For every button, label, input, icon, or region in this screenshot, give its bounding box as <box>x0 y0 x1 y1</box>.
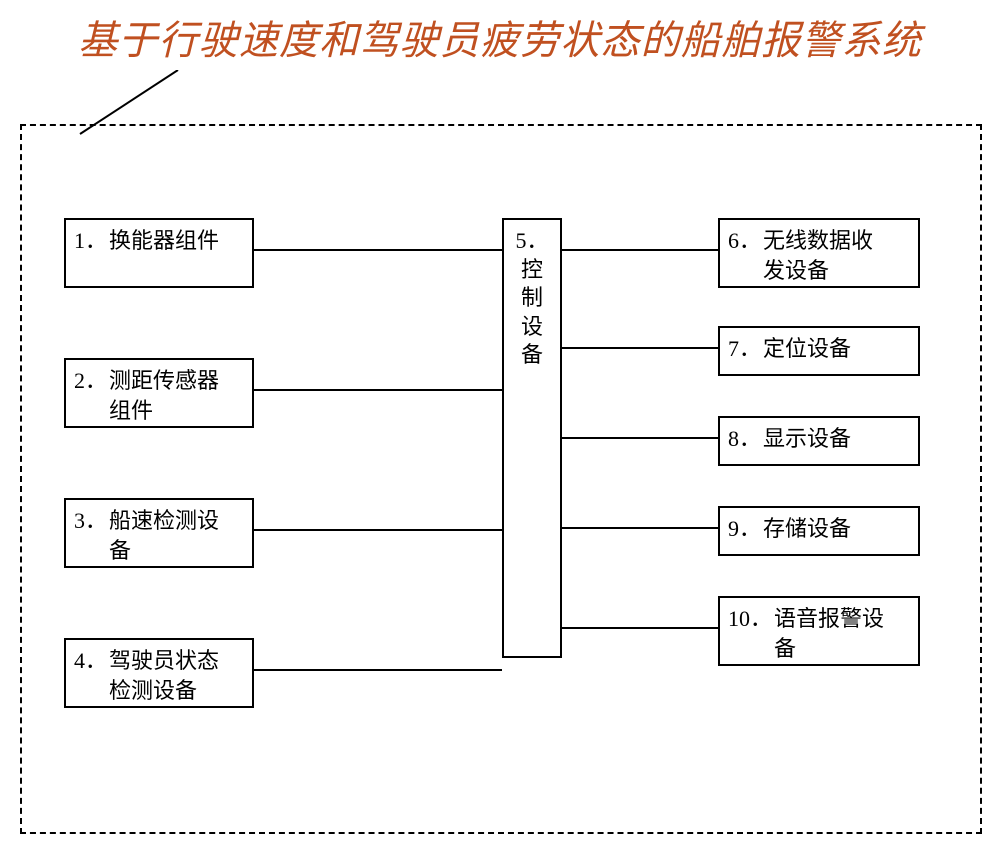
node-number: 5． <box>504 226 560 256</box>
connector-line <box>254 249 502 251</box>
node-driver-state: 4． 驾驶员状态检测设备 <box>64 638 254 708</box>
connector-line <box>562 249 718 251</box>
node-label: 测距传感器组件 <box>109 366 229 425</box>
node-number: 4． <box>74 646 107 676</box>
node-label: 存储设备 <box>763 514 885 544</box>
node-transducer-assembly: 1． 换能器组件 <box>64 218 254 288</box>
connector-line <box>562 627 718 629</box>
node-label: 控制设备 <box>519 256 545 370</box>
node-number: 7． <box>728 334 761 364</box>
node-number: 2． <box>74 366 107 396</box>
node-label: 船速检测设备 <box>109 506 229 565</box>
node-label: 语音报警设备 <box>774 604 896 663</box>
node-storage-device: 9． 存储设备 <box>718 506 920 556</box>
node-label: 定位设备 <box>763 334 885 364</box>
connector-line <box>254 529 502 531</box>
node-number: 8． <box>728 424 761 454</box>
node-control-device: 5． 控制设备 <box>502 218 562 658</box>
node-number: 10． <box>728 604 772 634</box>
connector-line <box>254 389 502 391</box>
node-number: 9． <box>728 514 761 544</box>
node-voice-alarm: 10． 语音报警设备 <box>718 596 920 666</box>
node-label: 无线数据收发设备 <box>763 226 885 285</box>
diagram-title: 基于行驶速度和驾驶员疲劳状态的船舶报警系统 <box>10 8 990 66</box>
node-label: 显示设备 <box>763 424 885 454</box>
node-speed-detection: 3． 船速检测设备 <box>64 498 254 568</box>
node-label: 驾驶员状态检测设备 <box>109 646 229 705</box>
node-positioning-device: 7． 定位设备 <box>718 326 920 376</box>
node-number: 3． <box>74 506 107 536</box>
node-number: 1． <box>74 226 107 256</box>
connector-line <box>562 527 718 529</box>
node-display-device: 8． 显示设备 <box>718 416 920 466</box>
connector-line <box>562 437 718 439</box>
node-ranging-sensor: 2． 测距传感器组件 <box>64 358 254 428</box>
node-wireless-transceiver: 6． 无线数据收发设备 <box>718 218 920 288</box>
connector-line <box>562 347 718 349</box>
node-number: 6． <box>728 226 761 256</box>
node-label: 换能器组件 <box>109 226 229 256</box>
connector-line <box>254 669 502 671</box>
